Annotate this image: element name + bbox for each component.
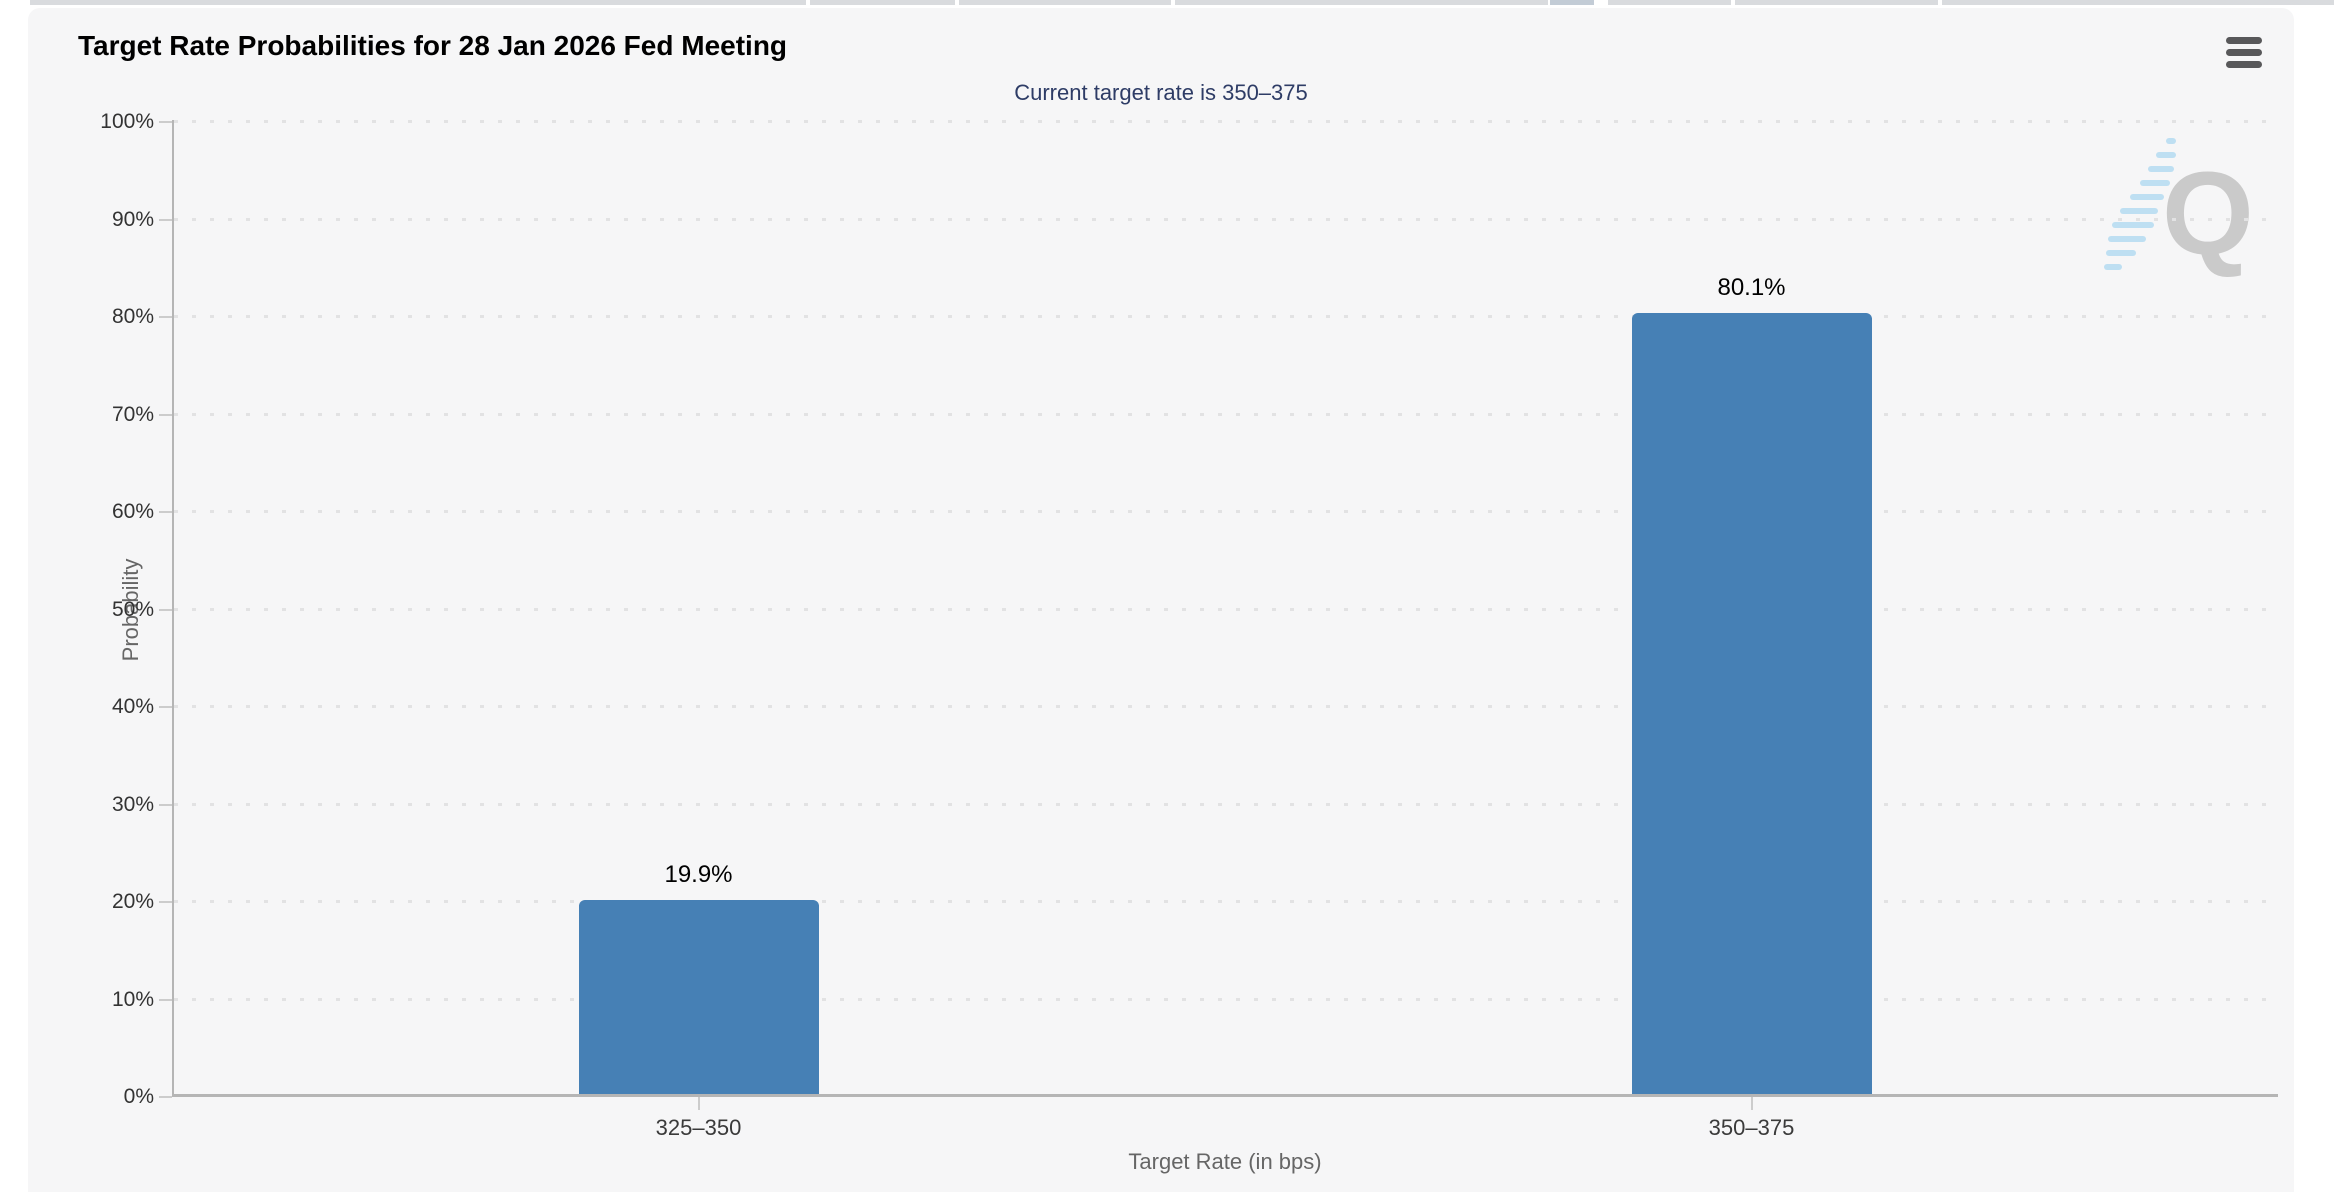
y-axis-tick-label: 90% — [111, 207, 154, 231]
x-axis-tick — [1750, 1097, 1753, 1110]
y-axis-tick-label: 40% — [111, 695, 154, 718]
chart-context-menu-button[interactable] — [2226, 30, 2270, 74]
y-axis-tick-label: 60% — [111, 500, 154, 523]
bar-value-label: 80.1% — [1717, 274, 1786, 302]
y-axis-tick — [159, 218, 172, 221]
horizontal-gridline — [174, 802, 2278, 806]
plot-area: Probability Target Rate (in bps) 0% 10% 20… — [100, 110, 2278, 1174]
x-axis-title: Target Rate (in bps) — [1128, 1149, 1322, 1174]
y-axis-tick-label: 10% — [111, 987, 154, 1011]
top-strip-segment — [1735, 0, 1938, 5]
top-strip-segment — [1550, 0, 1594, 5]
bar-value-label: 19.9% — [664, 860, 733, 888]
horizontal-gridline — [174, 217, 2278, 221]
probability-bar[interactable] — [1631, 313, 1872, 1094]
top-strip-segment — [959, 0, 1171, 5]
horizontal-gridline — [174, 705, 2278, 708]
y-axis-tick — [159, 1096, 172, 1098]
top-strip-segment — [1942, 0, 2334, 5]
y-axis-tick-label: 0% — [123, 1085, 154, 1108]
x-axis-tick-label: 325–350 — [655, 1115, 742, 1140]
y-axis-tick — [159, 608, 172, 611]
y-axis-tick — [159, 803, 172, 806]
y-axis-tick — [159, 121, 172, 123]
y-axis-tick-label: 80% — [111, 305, 154, 328]
x-axis-line — [172, 1094, 2278, 1097]
hamburger-icon — [2226, 60, 2262, 68]
horizontal-gridline — [174, 412, 2278, 416]
horizontal-gridline — [174, 900, 2278, 903]
top-strip-segment — [1175, 0, 1548, 5]
y-axis-tick-label: 20% — [111, 890, 154, 913]
y-axis-tick-label: 70% — [111, 402, 154, 426]
horizontal-gridline — [174, 607, 2278, 611]
y-axis-tick-label: 100% — [100, 110, 154, 133]
chart-card: Target Rate Probabilities for 28 Jan 202… — [28, 8, 2294, 1192]
top-strip-segment — [30, 0, 806, 5]
top-strip-segment — [1608, 0, 1731, 5]
horizontal-gridline — [174, 510, 2278, 513]
y-axis-tick-label: 50% — [111, 597, 154, 621]
chart-title: Target Rate Probabilities for 28 Jan 202… — [78, 30, 788, 61]
y-axis-tick — [159, 706, 172, 708]
hamburger-icon — [2226, 36, 2262, 44]
y-axis-tick — [159, 901, 172, 903]
x-axis-tick-label: 350–375 — [1708, 1115, 1795, 1140]
y-axis-tick — [159, 998, 172, 1001]
y-axis-tick — [159, 316, 172, 318]
quikstrike-q-watermark-logo: Q — [2104, 126, 2264, 286]
y-axis-tick-label: 30% — [111, 792, 154, 816]
horizontal-gridline — [174, 997, 2278, 1001]
horizontal-gridline — [174, 315, 2278, 318]
svg-text:Q: Q — [2162, 148, 2254, 280]
probability-bar[interactable] — [578, 899, 819, 1094]
top-strip-segment — [810, 0, 955, 5]
hamburger-icon — [2226, 48, 2262, 56]
chart-subtitle: Current target rate is 350–375 — [1014, 80, 1308, 105]
y-axis-line — [172, 120, 174, 1097]
y-axis-tick — [159, 413, 172, 416]
y-axis-tick — [159, 511, 172, 513]
horizontal-gridline — [174, 120, 2278, 123]
x-axis-tick — [697, 1097, 700, 1110]
